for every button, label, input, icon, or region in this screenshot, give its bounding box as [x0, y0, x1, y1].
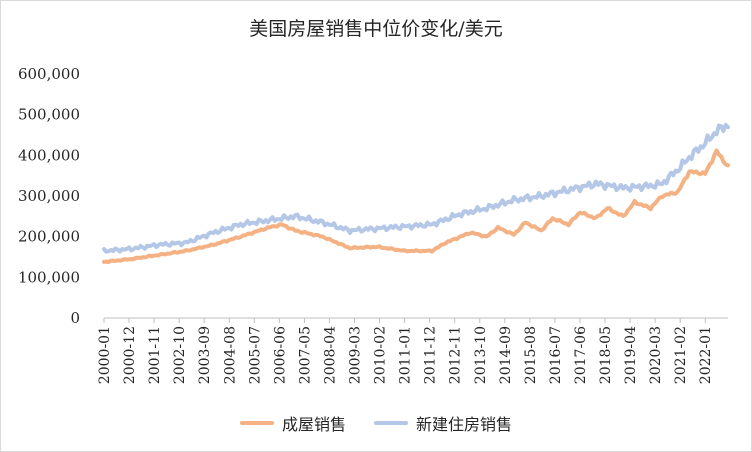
x-tick-label: 2017-06: [573, 326, 589, 384]
legend-item-existing: 成屋销售: [239, 411, 346, 435]
x-tick-label: 2000-12: [122, 326, 138, 384]
legend-label-new: 新建住房销售: [416, 415, 513, 434]
legend-label-existing: 成屋销售: [281, 415, 346, 434]
legend-swatch-existing: [239, 421, 274, 425]
x-tick-label: 2010-02: [373, 326, 389, 384]
x-tick-label: 2003-09: [197, 326, 213, 384]
y-tick-label: 300,000: [18, 187, 80, 205]
x-tick-label: 2015-08: [523, 326, 539, 384]
x-tick-label: 2001-11: [147, 326, 163, 384]
series-line-1: [102, 123, 730, 254]
x-tick-label: 2014-09: [498, 326, 514, 384]
x-tick-label: 2004-08: [222, 326, 238, 384]
x-tick-label: 2016-07: [548, 326, 564, 384]
y-tick-label: 100,000: [18, 268, 80, 286]
x-tick-label: 2018-05: [598, 326, 614, 384]
x-tick-label: 2009-03: [348, 326, 364, 384]
x-tick-label: 2020-03: [648, 326, 664, 384]
x-tick-label: 2007-05: [297, 326, 313, 384]
x-tick-label: 2006-06: [272, 326, 288, 384]
legend-item-new: 新建住房销售: [374, 411, 512, 435]
legend-swatch-new: [374, 421, 408, 425]
y-tick-label: 200,000: [18, 228, 80, 246]
x-tick-label: 2012-11: [448, 326, 464, 384]
y-tick-label: 500,000: [18, 106, 80, 124]
series-line-0: [102, 148, 730, 264]
y-tick-label: 400,000: [18, 146, 80, 164]
x-tick-label: 2019-04: [623, 326, 639, 384]
y-tick-label: 600,000: [18, 65, 80, 83]
x-tick-label: 2022-01: [698, 326, 714, 384]
x-tick-label: 2011-12: [423, 326, 439, 384]
chart-title: 美国房屋销售中位价变化/美元: [249, 18, 503, 40]
x-tick-label: 2005-07: [247, 326, 263, 384]
x-tick-label: 2000-01: [97, 326, 113, 384]
x-tick-label: 2008-04: [322, 326, 338, 384]
chart-legend: 成屋销售 新建住房销售: [0, 411, 752, 435]
x-tick-label: 2011-01: [398, 326, 414, 384]
x-tick-label: 2013-10: [473, 326, 489, 384]
x-tick-label: 2002-10: [172, 326, 188, 384]
x-tick-label: 2021-02: [673, 326, 689, 384]
y-tick-label: 0: [70, 309, 80, 327]
